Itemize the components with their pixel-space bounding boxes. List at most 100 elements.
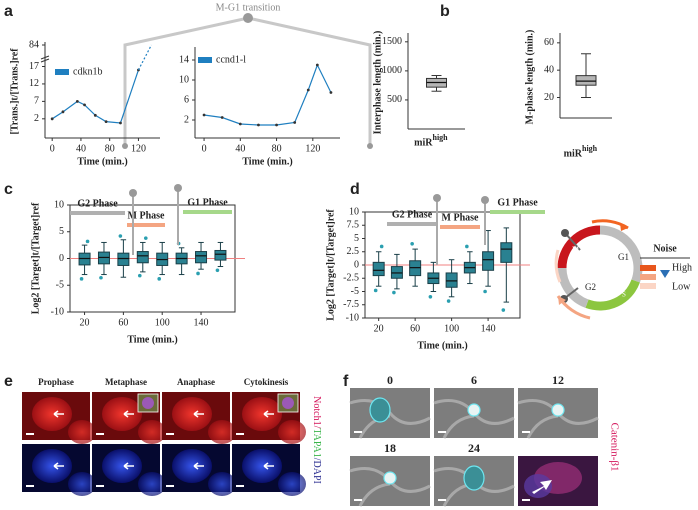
legend-label: ccnd1-l: [216, 54, 246, 65]
cell-cycle-diagram: [554, 219, 690, 320]
channel-name: /DAPI: [311, 458, 322, 484]
outlier: [215, 268, 220, 273]
micrograph: [92, 444, 166, 496]
cell: [32, 397, 72, 431]
outlier: [501, 308, 506, 312]
outlier: [118, 234, 123, 238]
cell: [68, 420, 96, 444]
scale-bar: [166, 433, 174, 435]
y-tick-label: 0: [354, 259, 359, 270]
y-tick-label: 10: [349, 206, 359, 217]
box: [214, 249, 227, 261]
arrow: [123, 410, 134, 418]
outlier: [143, 236, 148, 240]
stain-label: Catenin-β1: [608, 423, 620, 472]
phase-label: S: [622, 291, 626, 299]
timepoint-label: 6: [471, 373, 477, 387]
data-point: [104, 120, 108, 124]
panel-label: d: [350, 181, 360, 198]
legend-swatch: [198, 57, 212, 63]
y-tick-label: -5: [351, 286, 359, 297]
micrograph: [232, 444, 306, 496]
data-point: [306, 88, 310, 92]
outlier: [79, 277, 84, 281]
outlier: [392, 290, 396, 295]
y-axis-label: Interphase length (min.): [372, 31, 383, 135]
box: [482, 251, 495, 271]
scale-bar: [236, 485, 244, 487]
y-tick-label: 2: [184, 114, 189, 125]
y-tick-label: -5: [56, 280, 64, 291]
y-tick-label: 7.5: [347, 220, 360, 231]
scale-bar: [522, 499, 530, 501]
scale-bar: [166, 485, 174, 487]
data-point: [220, 116, 224, 119]
cell: [208, 420, 236, 444]
x-axis-label: miR: [414, 137, 433, 148]
arrow: [53, 410, 64, 418]
phase-label: G2 Phase: [77, 198, 118, 209]
outlier: [157, 277, 162, 281]
outlier: [99, 275, 103, 280]
scale-bar: [354, 499, 362, 501]
legend-label: High: [672, 262, 692, 273]
scale-bar: [96, 485, 104, 487]
outlier: [483, 289, 487, 294]
outlier: [465, 244, 469, 249]
cell: [524, 474, 552, 498]
scale-bar: [522, 431, 530, 433]
series-line: [137, 44, 152, 71]
axis-break: [40, 58, 50, 63]
y-tick-label: -2.5: [343, 273, 359, 284]
y-tick-label: 5: [354, 233, 359, 244]
micrograph: [349, 456, 431, 507]
legend-label: Low: [672, 281, 691, 292]
y-tick-label: 40: [544, 64, 554, 75]
micrograph: [22, 444, 96, 496]
transition-pin-head: [433, 194, 441, 202]
channel-label: Notch1/TAPA1/DAPI: [311, 396, 322, 484]
channel-name: Notch1/: [311, 396, 322, 428]
legend-label: cdkn1b: [73, 66, 102, 77]
outlier: [446, 299, 451, 303]
tracked-cell: [369, 397, 391, 423]
box: [445, 272, 458, 288]
micrograph: [349, 388, 431, 439]
y-axis-label: M-phase length (min.): [524, 30, 535, 125]
transition-pin-head: [174, 184, 182, 192]
cell: [138, 420, 166, 444]
cell: [32, 449, 72, 483]
scale-bar: [438, 431, 446, 433]
x-tick-label: 80: [105, 143, 115, 154]
phase-label: M Phase: [442, 212, 480, 223]
legend-swatch: [55, 69, 69, 75]
box: [195, 251, 208, 264]
tracked-cell: [551, 403, 565, 417]
legend-title: Noise: [653, 243, 677, 254]
scale-bar: [438, 499, 446, 501]
scale-bar: [26, 433, 34, 435]
tracked-cell: [463, 465, 485, 491]
x-tick-label: 100: [155, 317, 170, 328]
scale-bar: [26, 485, 34, 487]
x-axis-label: miR: [564, 148, 583, 159]
cell: [278, 420, 306, 444]
data-point: [202, 113, 206, 117]
arrow: [193, 462, 204, 470]
box: [500, 242, 513, 263]
y-axis-label: [Trans.]t/[Trans.]ref: [9, 48, 20, 135]
data-point: [50, 117, 54, 121]
micrograph: [232, 392, 306, 444]
inset-cell: [142, 397, 154, 409]
phase-label: G1 Phase: [187, 197, 228, 208]
box: [117, 252, 130, 266]
y-axis-label: Log2 [Target]t/[Target]ref: [325, 209, 336, 321]
micrograph: [162, 444, 236, 496]
x-tick-label: 40: [76, 143, 86, 154]
x-axis-label: Time (min.): [77, 156, 127, 167]
phase-label: G1 Phase: [497, 197, 538, 208]
y-tick-label: 1000: [382, 65, 402, 76]
y-tick-label: -7.5: [343, 299, 359, 310]
y-tick-label: 6: [184, 94, 189, 105]
